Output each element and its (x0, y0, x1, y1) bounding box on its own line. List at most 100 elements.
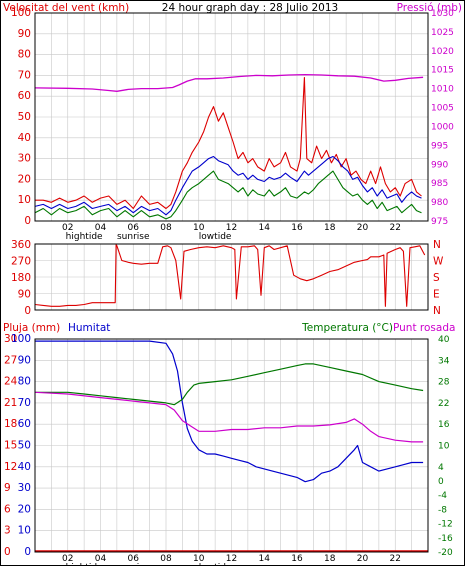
x-tick-label: 02 (62, 554, 73, 564)
wind-speed-tick-label: 70 (18, 69, 31, 81)
pressure-tick-label: 980 (431, 198, 448, 208)
compass-tick-label: E (433, 289, 440, 301)
wind-speed-tick-label: 30 (18, 153, 31, 165)
dewpoint-axis-label: Punt rosada (393, 322, 455, 334)
x-tick-label: 20 (357, 223, 369, 233)
humidity-tick-label: 0 (24, 546, 31, 558)
series-humidity-line (35, 340, 424, 483)
temperature-tick-label: -20 (438, 548, 453, 558)
chart-title: 24 hour graph day : 28 Julio 2013 (162, 2, 338, 14)
temperature-tick-label: 0 (438, 477, 444, 487)
temperature-tick-label: 34 (438, 356, 450, 366)
rain-tick-label: 27 (4, 354, 17, 366)
pressure-tick-label: 985 (431, 179, 448, 189)
humidity-axis-label: Humitat (68, 322, 110, 334)
direction-tick-label: 180 (11, 272, 31, 284)
temperature-tick-label: -16 (438, 534, 453, 544)
temperature-tick-label: 16 (438, 420, 450, 430)
rain-tick-label: 3 (4, 525, 11, 537)
humidity-tick-label: 60 (18, 418, 31, 430)
series-dew_point-line (34, 391, 424, 443)
humidity-tick-label: 100 (11, 333, 31, 345)
rain-tick-label: 12 (4, 461, 17, 473)
temperature-axis-label: Temperatura (°C) (301, 322, 393, 334)
rain-axis-label: Pluja (mm) (3, 322, 60, 334)
humidity-tick-label: 20 (18, 503, 31, 515)
temperature-tick-label: 10 (438, 442, 450, 452)
x-tick-label: 12 (226, 223, 237, 233)
humidity-tick-label: 10 (18, 525, 31, 537)
compass-tick-label: N (433, 239, 441, 251)
temperature-tick-label: 4 (438, 463, 444, 473)
x-annotation-label: sunrise (117, 232, 150, 242)
wind-direction-frame (34, 243, 429, 311)
pressure-tick-label: 990 (431, 160, 448, 170)
rain-humidity-temp-frame (34, 338, 429, 553)
rain-tick-label: 21 (4, 397, 17, 409)
pressure-tick-label: 995 (431, 141, 448, 151)
pressure-tick-label: 1000 (431, 122, 454, 132)
rain-tick-label: 9 (4, 482, 11, 494)
x-annotation-label: lowtide (199, 232, 232, 242)
x-tick-label: 10 (193, 223, 205, 233)
temperature-tick-label: 22 (438, 399, 449, 409)
pressure-tick-label: 1025 (431, 28, 454, 38)
pressure-axis-label: Pressió (mb) (397, 2, 462, 14)
x-tick-label: 16 (291, 554, 303, 564)
direction-tick-label: 270 (11, 256, 31, 268)
temperature-tick-label: 28 (438, 378, 450, 388)
wind-speed-tick-label: 10 (18, 194, 31, 206)
wind-speed-tick-label: 20 (18, 173, 31, 185)
series-direction-line (34, 244, 426, 307)
x-tick-label: 22 (390, 223, 401, 233)
pressure-tick-label: 1020 (431, 47, 454, 57)
wind-speed-tick-label: 0 (24, 215, 31, 227)
wind-speed-axis-label: Velocitat del vent (kmh) (3, 2, 129, 14)
series-gust-line (35, 76, 422, 210)
humidity-tick-label: 30 (18, 482, 31, 494)
x-tick-label: 04 (95, 554, 107, 564)
compass-tick-label: S (433, 272, 440, 284)
temperature-tick-label: -4 (438, 491, 447, 501)
pressure-tick-label: 975 (431, 217, 448, 227)
x-tick-label: 16 (291, 223, 303, 233)
pressure-tick-label: 1005 (431, 104, 454, 114)
humidity-tick-label: 40 (18, 461, 31, 473)
wind-speed-tick-label: 80 (18, 49, 31, 61)
x-tick-label: 02 (62, 223, 73, 233)
pressure-tick-label: 1010 (431, 85, 454, 95)
x-tick-label: 14 (259, 223, 271, 233)
series-direction_dominant-line (34, 170, 422, 220)
direction-tick-label: 90 (18, 289, 31, 301)
x-tick-label: 12 (226, 554, 237, 564)
compass-tick-label: W (433, 256, 444, 268)
rain-tick-label: 6 (4, 503, 11, 515)
humidity-tick-label: 80 (18, 376, 31, 388)
pressure-tick-label: 1015 (431, 66, 454, 76)
direction-tick-label: 360 (11, 239, 31, 251)
x-annotation-label: hightide (66, 232, 103, 242)
x-tick-label: 20 (357, 554, 369, 564)
temperature-tick-label: -12 (438, 520, 453, 530)
wind-speed-tick-label: 50 (18, 111, 31, 123)
compass-tick-label: N (433, 305, 441, 317)
series-pressure-line (34, 73, 424, 92)
x-tick-label: 08 (160, 223, 172, 233)
wind-pressure-panel: 0102030405060708090100975980985990995100… (11, 7, 454, 242)
wind-speed-tick-label: 90 (18, 28, 31, 40)
temperature-tick-label: 40 (438, 335, 450, 345)
humidity-tick-label: 70 (18, 397, 31, 409)
direction-tick-label: 0 (24, 305, 31, 317)
wind-speed-tick-label: 40 (18, 132, 31, 144)
x-tick-label: 08 (160, 554, 172, 564)
wind-speed-tick-label: 100 (11, 7, 31, 19)
wind-speed-tick-label: 60 (18, 90, 31, 102)
pressure-tick-label: 1030 (431, 9, 454, 19)
x-tick-label: 18 (324, 223, 336, 233)
x-tick-label: 14 (259, 554, 271, 564)
x-tick-label: 06 (128, 554, 140, 564)
x-tick-label: 06 (128, 223, 140, 233)
